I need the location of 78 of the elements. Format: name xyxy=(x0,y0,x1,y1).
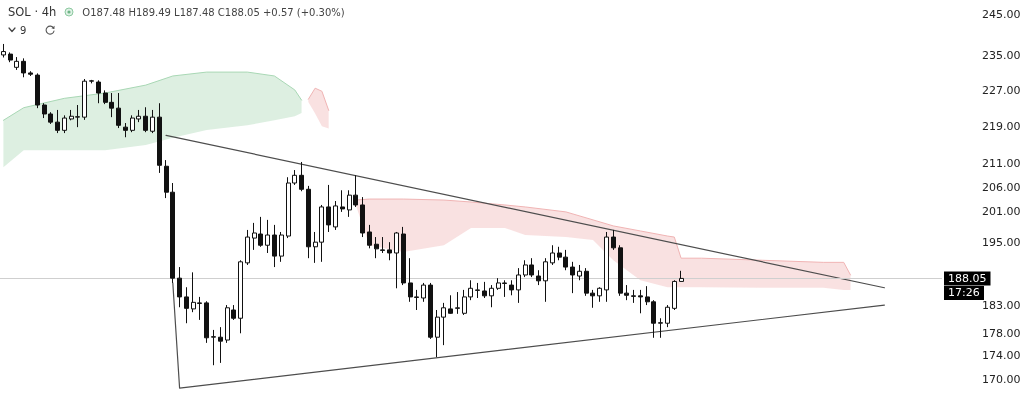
candlestick xyxy=(14,56,19,71)
candlestick xyxy=(658,317,663,339)
candlestick xyxy=(211,329,216,366)
y-tick-label: 178.00 xyxy=(982,326,1021,340)
candlestick xyxy=(1,43,6,58)
candlestick xyxy=(516,267,521,304)
candlestick xyxy=(401,226,406,286)
candlestick xyxy=(177,266,182,308)
candlestick xyxy=(150,109,155,134)
candlestick xyxy=(265,219,270,254)
annotation: O187.48 H189.49 L187.48 C188.05 +0.57 (+0.30%) xyxy=(82,6,345,18)
candlestick xyxy=(143,106,148,133)
y-tick-label: 235.00 xyxy=(982,49,1021,63)
candlestick xyxy=(360,196,365,238)
y-tick-label: 201.00 xyxy=(982,205,1021,219)
candlestick xyxy=(577,264,582,281)
candlestick xyxy=(550,244,555,266)
candlestick xyxy=(299,161,304,192)
candlestick xyxy=(279,231,284,263)
candlestick xyxy=(509,279,514,296)
y-tick-label: 206.00 xyxy=(982,180,1021,194)
candlestick xyxy=(218,326,223,364)
y-tick-label: 183.00 xyxy=(982,299,1021,313)
candlestick xyxy=(272,224,277,268)
candlestick xyxy=(679,270,684,282)
line-series xyxy=(2,71,303,121)
candlestick xyxy=(536,269,541,286)
candlestick xyxy=(665,304,670,328)
text: 17:26 xyxy=(944,286,984,301)
candlestick xyxy=(455,291,460,315)
candlestick xyxy=(8,51,13,63)
annotation: 9 xyxy=(20,24,27,36)
y-tick-label: 211.00 xyxy=(982,156,1021,170)
candlestick xyxy=(489,284,494,308)
candlestick xyxy=(306,185,311,259)
candlestick xyxy=(82,78,87,121)
candlestick xyxy=(570,261,575,294)
candlestick xyxy=(638,289,643,314)
candlestick xyxy=(204,300,209,344)
candlestick xyxy=(55,109,60,134)
candlestick xyxy=(238,259,243,334)
y-tick-label: 195.00 xyxy=(982,235,1021,249)
candlestick xyxy=(116,92,121,129)
candlestick xyxy=(367,224,372,249)
candlestick xyxy=(428,282,433,340)
candlestick xyxy=(245,229,250,266)
candlestick xyxy=(123,122,128,138)
candlestick xyxy=(184,286,189,324)
candlestick xyxy=(672,279,677,311)
candlestick xyxy=(89,79,94,84)
candlestick xyxy=(157,102,162,174)
candlestick xyxy=(611,229,616,251)
candlestick xyxy=(28,70,33,77)
candlestick xyxy=(543,257,548,303)
candlestick xyxy=(340,189,345,213)
candlestick xyxy=(394,231,399,289)
ref-line-label: 188.05 xyxy=(948,271,987,285)
candlestick xyxy=(96,79,101,104)
candlestick xyxy=(475,282,480,299)
candlestick xyxy=(35,72,40,109)
y-tick-label: 170.00 xyxy=(982,372,1021,386)
candlestick xyxy=(326,184,331,233)
candlestick xyxy=(604,231,609,303)
candlestick xyxy=(62,114,67,134)
candlestick xyxy=(448,294,453,315)
line-series xyxy=(355,198,852,276)
candlestick xyxy=(421,282,426,303)
candlestick xyxy=(482,281,487,299)
y-tick-label: 219.00 xyxy=(982,119,1021,133)
text: SOL · 4h xyxy=(8,5,57,19)
candlestick xyxy=(387,241,392,261)
candlestick xyxy=(333,200,338,231)
candlestick xyxy=(21,57,26,78)
y-tick-label: 174.00 xyxy=(982,349,1021,363)
y-tick-label: 227.00 xyxy=(982,83,1021,97)
candlestick xyxy=(631,289,636,304)
candlestick xyxy=(597,286,602,303)
y-tick-label: 245.00 xyxy=(982,7,1021,21)
